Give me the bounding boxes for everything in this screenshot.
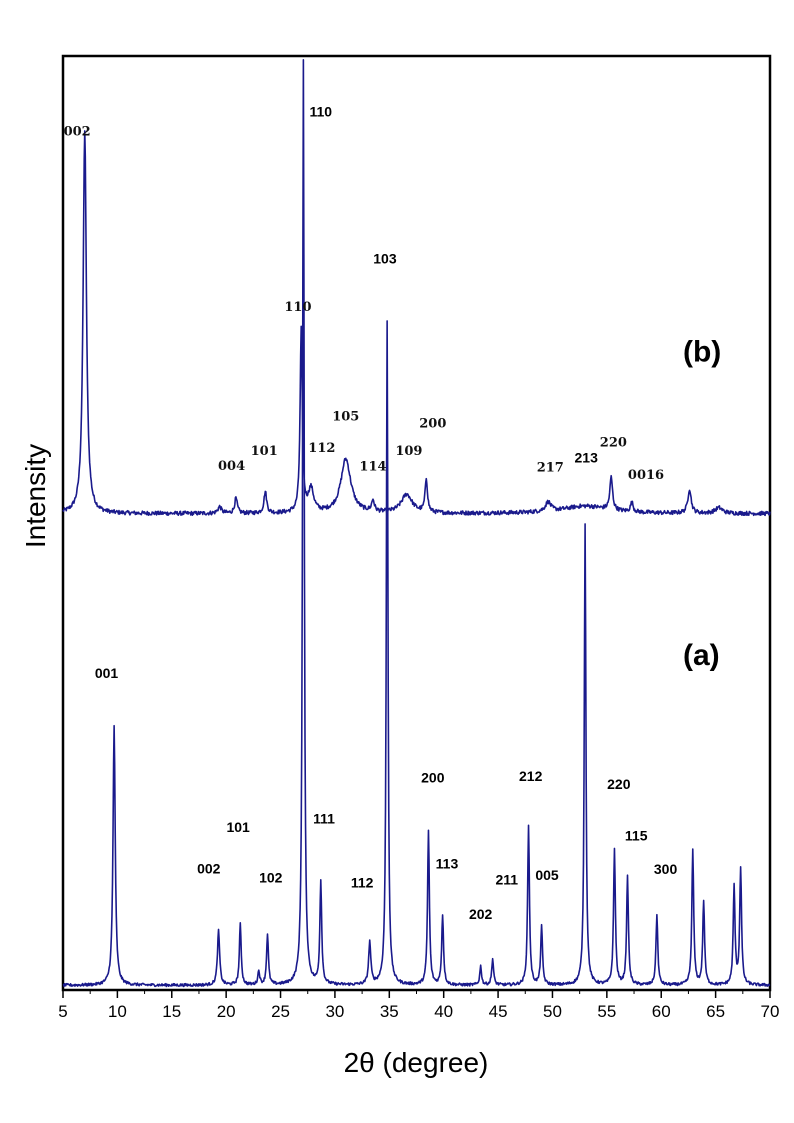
peak-label: 004 <box>218 459 245 474</box>
peak-label: 113 <box>436 856 459 872</box>
peak-label: 109 <box>395 444 422 459</box>
series-line-b <box>62 130 771 517</box>
x-axis: 5 10 15 20 25 30 35 40 45 50 55 60 65 70 <box>58 990 779 1021</box>
peak-label: 005 <box>535 867 559 883</box>
x-tick-label: 5 <box>58 1002 67 1021</box>
peak-label: 002 <box>64 124 91 139</box>
peak-label: 103 <box>373 250 397 266</box>
peak-label: 220 <box>600 435 627 450</box>
x-tick-label: 65 <box>706 1002 725 1021</box>
peak-label: 101 <box>251 444 278 459</box>
peak-label: 300 <box>654 861 678 877</box>
peak-label: 112 <box>308 441 335 456</box>
x-tick-label: 40 <box>434 1002 453 1021</box>
peak-label: 202 <box>469 906 493 922</box>
x-tick-label: 20 <box>217 1002 236 1021</box>
x-tick-label: 10 <box>108 1002 127 1021</box>
x-tick-label: 70 <box>761 1002 780 1021</box>
x-tick-label: 35 <box>380 1002 399 1021</box>
peak-label: 220 <box>607 776 631 792</box>
x-tick-label: 50 <box>543 1002 562 1021</box>
peak-label: 115 <box>625 828 648 844</box>
peak-label: 110 <box>309 104 332 120</box>
x-tick-label: 60 <box>652 1002 671 1021</box>
panel-label: (a) <box>683 639 720 672</box>
peak-label: 111 <box>313 811 335 827</box>
x-axis-label: 2θ (degree) <box>344 1047 489 1078</box>
x-tick-label: 15 <box>162 1002 181 1021</box>
peak-label: 0016 <box>628 468 664 483</box>
peak-label: 200 <box>419 417 446 432</box>
peak-labels-group: 002 004 101 110 112 105 114 109 200 217 220 0016 (b)… <box>64 104 722 922</box>
x-tick-label: 45 <box>489 1002 508 1021</box>
peak-label: 102 <box>259 870 283 886</box>
panel-label: (b) <box>683 335 721 368</box>
x-tick-label: 55 <box>597 1002 616 1021</box>
peak-label: 101 <box>226 819 250 835</box>
traces-group <box>62 59 771 988</box>
peak-label: 114 <box>359 460 386 475</box>
peak-label: 217 <box>537 461 564 476</box>
peak-label: 212 <box>519 768 543 784</box>
series-line-a <box>62 59 771 988</box>
peak-label: 002 <box>197 860 221 876</box>
y-axis-label: Intensity <box>20 444 51 548</box>
peak-label: 200 <box>421 770 445 786</box>
x-tick-label: 30 <box>325 1002 344 1021</box>
plot-frame-rect <box>61 54 772 992</box>
peak-label: 211 <box>495 871 518 887</box>
peak-label: 110 <box>284 300 311 315</box>
peak-label: 112 <box>351 874 374 890</box>
peak-label: 213 <box>575 449 599 465</box>
x-tick-label: 25 <box>271 1002 290 1021</box>
peak-label: 105 <box>332 409 359 424</box>
plot-frame <box>61 54 772 992</box>
peak-label: 001 <box>95 665 119 681</box>
